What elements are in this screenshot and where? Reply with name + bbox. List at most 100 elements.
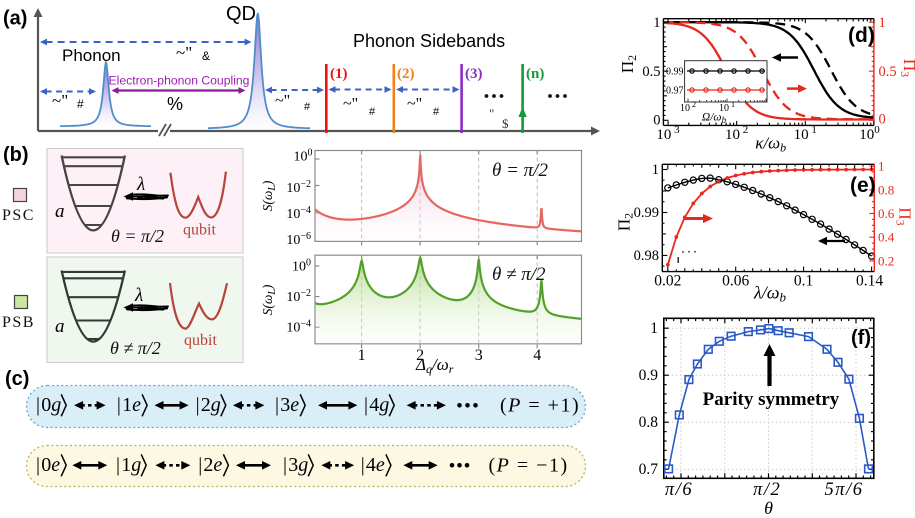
svg-text:Ω/ωb: Ω/ωb	[702, 112, 727, 126]
svg-text:1e: 1e	[122, 394, 141, 416]
svg-text:10−4: 10−4	[286, 205, 311, 222]
svg-text:S(ωL): S(ωL)	[260, 180, 278, 211]
svg-text:1: 1	[879, 15, 886, 31]
svg-text:0: 0	[879, 112, 886, 128]
svg-text:0.99: 0.99	[634, 205, 659, 221]
svg-text:Phonon: Phonon	[62, 46, 121, 65]
svg-text:2g: 2g	[201, 394, 221, 416]
svg-text:1: 1	[358, 347, 366, 364]
svg-text:100: 100	[292, 258, 311, 275]
svg-text:θ = π/2: θ = π/2	[492, 160, 548, 181]
svg-text:|: |	[116, 454, 120, 476]
svg-text:0.98: 0.98	[634, 248, 659, 264]
svg-text:10 2: 10 2	[680, 100, 696, 114]
svg-text:(P = +1): (P = +1)	[500, 395, 580, 417]
svg-text:0.5: 0.5	[879, 64, 897, 80]
svg-text:θ: θ	[764, 498, 773, 518]
svg-text:0.4: 0.4	[878, 230, 895, 245]
svg-text:(2): (2)	[397, 66, 415, 82]
svg-text:0.8: 0.8	[878, 182, 894, 197]
svg-text:θ ≠ π/2: θ ≠ π/2	[110, 338, 161, 358]
svg-text:#: #	[77, 97, 84, 111]
svg-text:#: #	[433, 106, 440, 118]
svg-text:|: |	[364, 394, 368, 416]
svg-text:(1): (1)	[330, 66, 348, 82]
svg-text:0.14: 0.14	[856, 273, 883, 290]
svg-text:λ: λ	[134, 285, 143, 306]
svg-text:3g: 3g	[288, 454, 308, 476]
svg-text:0: 0	[653, 112, 660, 128]
svg-text:1: 1	[652, 162, 659, 178]
svg-text:1g: 1g	[121, 454, 141, 476]
svg-text:(c): (c)	[5, 368, 29, 390]
svg-text:PSB: PSB	[2, 314, 35, 331]
svg-text:θ ≠ π/2: θ ≠ π/2	[492, 264, 546, 285]
svg-text:(b): (b)	[3, 144, 29, 166]
svg-text:10 1: 10 1	[794, 124, 817, 143]
svg-text:0.7: 0.7	[639, 461, 659, 478]
svg-text:2: 2	[416, 347, 424, 364]
svg-text:Δq/ωr: Δq/ωr	[415, 355, 454, 376]
svg-text:#: #	[304, 101, 311, 113]
svg-text:#: #	[369, 106, 376, 118]
svg-text:a: a	[55, 316, 65, 337]
svg-text:0e: 0e	[41, 454, 60, 476]
svg-text:~": ~"	[407, 96, 422, 113]
svg-text:1: 1	[653, 15, 660, 31]
svg-text:Electron-phonon Coupling: Electron-phonon Coupling	[109, 74, 250, 88]
svg-text:Π2: Π2	[615, 213, 636, 231]
svg-text:(n): (n)	[526, 66, 544, 82]
svg-text:~": ~"	[275, 93, 290, 110]
svg-text:4e: 4e	[366, 454, 385, 476]
svg-text:(P = −1): (P = −1)	[489, 455, 569, 477]
svg-text:5π/6: 5π/6	[825, 480, 864, 500]
svg-text:a: a	[55, 201, 65, 222]
svg-text:QD: QD	[226, 3, 256, 25]
svg-text:10−4: 10−4	[286, 319, 311, 336]
svg-text:|: |	[36, 394, 40, 416]
svg-text:Π3: Π3	[894, 207, 915, 225]
svg-text:%: %	[167, 94, 183, 114]
svg-text:100: 100	[294, 148, 313, 165]
svg-text:(d): (d)	[848, 24, 875, 47]
svg-text:λ: λ	[136, 174, 145, 195]
svg-text:0g: 0g	[41, 394, 61, 416]
svg-text:3: 3	[475, 347, 483, 364]
svg-text:0.6: 0.6	[878, 206, 895, 221]
svg-text:~": ~"	[176, 43, 192, 62]
svg-text:0.1: 0.1	[794, 273, 813, 290]
svg-text:(a): (a)	[3, 8, 27, 30]
svg-text:0.97: 0.97	[666, 85, 684, 96]
svg-text:|: |	[361, 454, 365, 476]
svg-text:θ = π/2: θ = π/2	[111, 226, 164, 246]
svg-text:S(ωL): S(ωL)	[260, 284, 278, 315]
svg-text:qubit: qubit	[184, 332, 217, 349]
svg-text:π/2: π/2	[753, 480, 781, 500]
svg-text:10 3: 10 3	[656, 124, 680, 143]
svg-text:0.2: 0.2	[878, 253, 894, 268]
svg-text:4g: 4g	[369, 394, 389, 416]
svg-text:(e): (e)	[850, 174, 876, 197]
svg-text:λ/ωb: λ/ωb	[753, 283, 787, 305]
svg-text:$: $	[502, 116, 509, 131]
svg-text:0.02: 0.02	[654, 273, 681, 290]
svg-text:π/6: π/6	[665, 480, 693, 500]
svg-text:1: 1	[650, 320, 658, 337]
svg-text:100: 100	[859, 124, 880, 143]
svg-text:": "	[489, 106, 494, 121]
svg-text:1: 1	[878, 159, 885, 174]
svg-text:~": ~"	[52, 91, 68, 110]
svg-text:Π2: Π2	[618, 55, 639, 73]
svg-text:10−6: 10−6	[286, 231, 311, 248]
svg-text:PSC: PSC	[2, 207, 35, 224]
svg-text:(f): (f)	[851, 327, 871, 349]
svg-text:(3): (3)	[465, 66, 483, 82]
svg-text:κ/ωb: κ/ωb	[755, 134, 786, 155]
svg-text:0.99: 0.99	[666, 66, 684, 77]
svg-text:0.5: 0.5	[642, 64, 660, 80]
svg-text:|: |	[198, 454, 202, 476]
svg-text:3e: 3e	[280, 394, 299, 416]
svg-text:|: |	[283, 454, 287, 476]
svg-text:Π3: Π3	[898, 59, 915, 77]
svg-text:10−2: 10−2	[286, 179, 311, 196]
